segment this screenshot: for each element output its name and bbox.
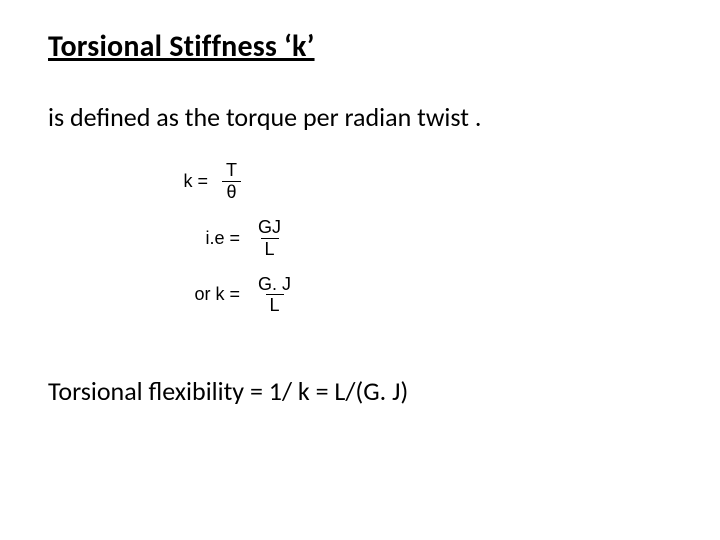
fraction-numerator: GJ xyxy=(254,218,285,238)
equation-row-3: or k = G. J L xyxy=(178,275,680,316)
equations-block: k = T θ i.e = GJ L or k = G. J L xyxy=(178,161,680,315)
fraction-denominator: L xyxy=(266,294,284,315)
flexibility-text: Torsional flexibility = 1/ k = L/(G. J) xyxy=(48,375,680,407)
fraction: G. J L xyxy=(254,275,295,316)
equation-row-1: k = T θ xyxy=(178,161,680,202)
equation-label: k = xyxy=(178,171,216,192)
definition-text: is defined as the torque per radian twis… xyxy=(48,101,680,133)
equation-row-2: i.e = GJ L xyxy=(178,218,680,259)
fraction-denominator: L xyxy=(261,238,279,259)
fraction-numerator: T xyxy=(222,161,241,181)
fraction-numerator: G. J xyxy=(254,275,295,295)
page-title: Torsional Stiffness ‘k’ xyxy=(48,28,680,65)
fraction: GJ L xyxy=(254,218,285,259)
fraction-denominator: θ xyxy=(222,181,240,202)
fraction: T θ xyxy=(222,161,241,202)
equation-label: or k = xyxy=(178,284,248,305)
equation-label: i.e = xyxy=(178,228,248,249)
